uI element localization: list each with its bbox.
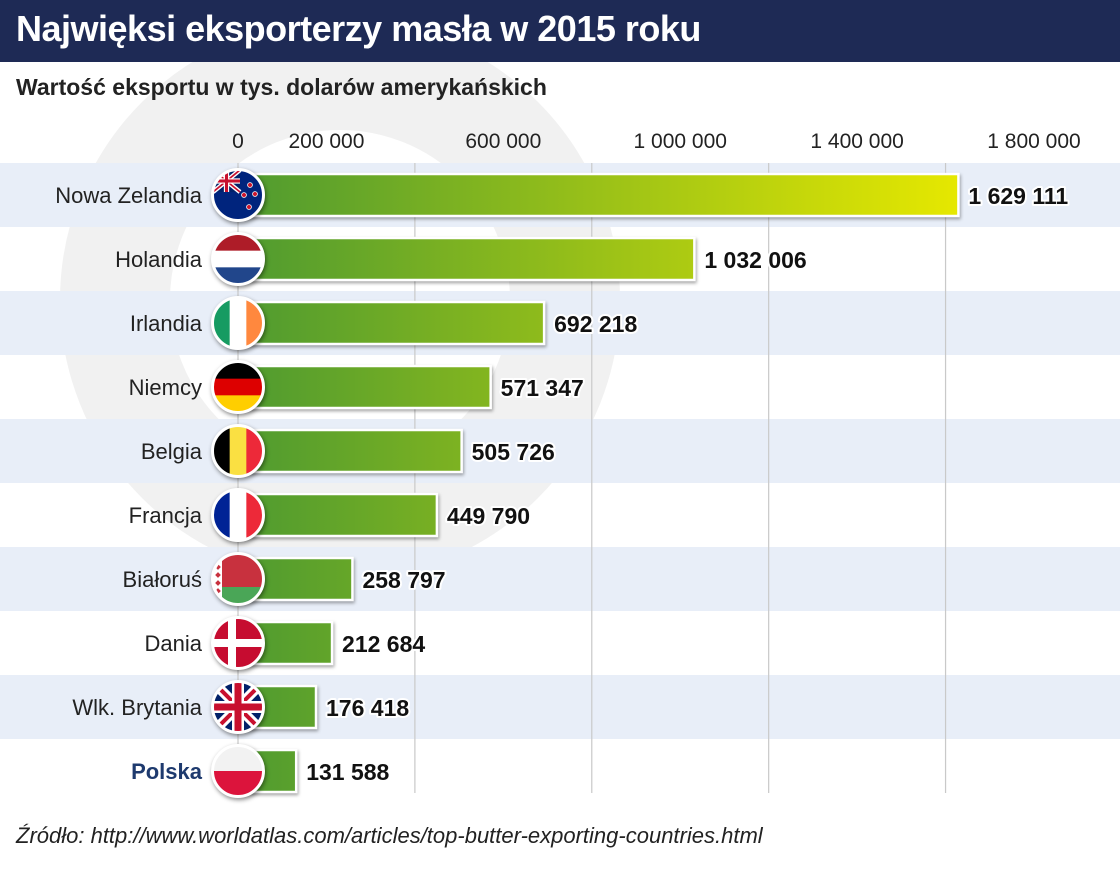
- title-bar: Najwięksi eksporterzy masła w 2015 roku: [0, 0, 1120, 62]
- category-label: Francja: [129, 503, 203, 528]
- x-tick-label: 1 800 000: [987, 130, 1080, 153]
- value-label: 692 218: [554, 311, 637, 337]
- bar-row: Polska 131 588: [131, 744, 392, 798]
- bar-row: Belgia 505 726: [141, 424, 557, 478]
- bar-row: Francja 449 790: [129, 488, 532, 542]
- value-label: 212 684: [342, 631, 425, 657]
- x-tick-label: 600 000: [465, 130, 541, 153]
- bar: [236, 492, 439, 538]
- category-label: Nowa Zelandia: [55, 183, 203, 208]
- germany-flag-icon: [211, 360, 265, 414]
- netherlands-flag-icon: [211, 232, 265, 286]
- bar: [236, 236, 696, 282]
- value-label: 1 032 006: [704, 247, 806, 273]
- value-label: 1 629 111: [968, 183, 1068, 209]
- row-band: [0, 547, 1120, 611]
- category-label: Polska: [131, 759, 203, 784]
- bar: [236, 364, 492, 410]
- value-label: 449 790: [447, 503, 530, 529]
- bar: [236, 428, 463, 474]
- value-label: 176 418: [326, 695, 409, 721]
- bar-row: Irlandia 692 218: [130, 296, 639, 350]
- category-label: Belgia: [141, 439, 203, 464]
- row-band: [0, 419, 1120, 483]
- x-tick-label: 200 000: [288, 130, 364, 153]
- bar: [236, 300, 546, 346]
- belgium-flag-icon: [211, 424, 265, 478]
- denmark-flag-icon: [211, 616, 265, 670]
- category-label: Niemcy: [129, 375, 202, 400]
- category-label: Irlandia: [130, 311, 203, 336]
- new-zealand-flag-icon: [211, 168, 265, 222]
- value-label: 505 726: [472, 439, 555, 465]
- row-band: [0, 675, 1120, 739]
- x-tick-label: 1 000 000: [634, 130, 727, 153]
- value-label: 571 347: [501, 375, 584, 401]
- category-label: Holandia: [115, 247, 203, 272]
- category-label: Białoruś: [123, 567, 202, 592]
- poland-flag-icon: [211, 744, 265, 798]
- bar-row: Nowa Zelandia 1 629 111: [55, 168, 1070, 222]
- chart-title: Najwięksi eksporterzy masła w 2015 roku: [16, 8, 701, 49]
- value-label: 258 797: [362, 567, 445, 593]
- x-tick-label: 1 400 000: [810, 130, 903, 153]
- category-label: Dania: [145, 631, 203, 656]
- category-label: Wlk. Brytania: [72, 695, 202, 720]
- bar-row: Niemcy 571 347: [129, 360, 586, 414]
- bar-row: Holandia 1 032 006: [115, 232, 809, 286]
- chart-subtitle: Wartość eksportu w tys. dolarów amerykań…: [16, 74, 547, 100]
- belarus-flag-icon: [211, 552, 265, 606]
- row-band: [0, 291, 1120, 355]
- bar-row: Wlk. Brytania 176 418: [72, 680, 411, 734]
- bar-row: Białoruś 258 797: [123, 552, 448, 606]
- x-tick-label: 0: [232, 130, 244, 153]
- france-flag-icon: [211, 488, 265, 542]
- bar: [236, 172, 960, 218]
- value-label: 131 588: [306, 759, 389, 785]
- united-kingdom-flag-icon: [211, 680, 265, 734]
- bar-row: Dania 212 684: [145, 616, 427, 670]
- source-note: Źródło: http://www.worldatlas.com/articl…: [16, 823, 763, 848]
- ireland-flag-icon: [211, 296, 265, 350]
